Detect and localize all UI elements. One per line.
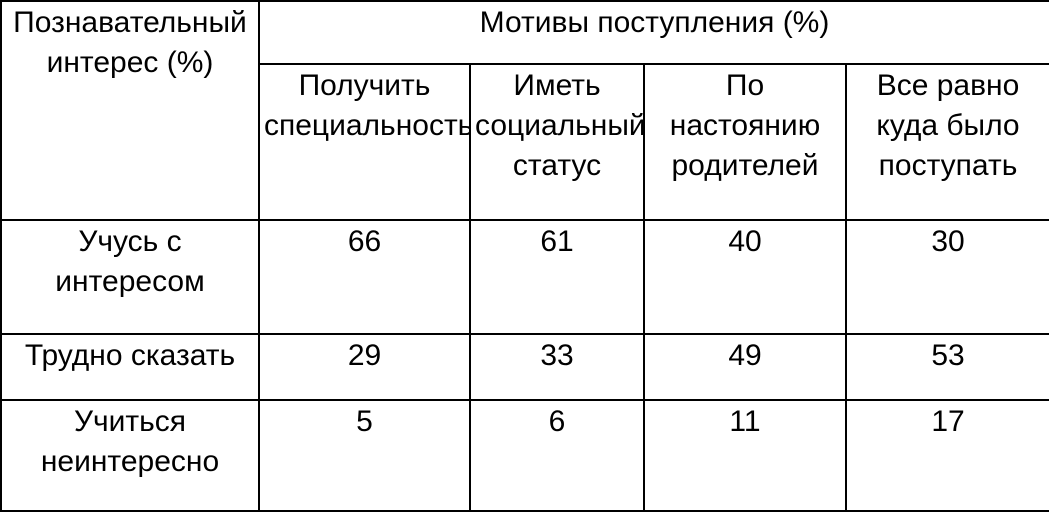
value: 5	[356, 405, 373, 439]
value: 11	[729, 405, 761, 439]
column-header-cell: Иметь социальный статус	[469, 63, 645, 222]
value-cell: 66	[258, 219, 471, 335]
value: 61	[540, 225, 574, 259]
row-label-cell: Учусь с интересом	[0, 219, 260, 335]
value-cell: 5	[258, 399, 471, 512]
value-cell: 49	[643, 332, 847, 402]
corner-header-cell: Познавательный интерес (%)	[0, 0, 260, 222]
table-row-group-header: Познавательный интерес (%) Мотивы поступ…	[0, 0, 1049, 222]
table-row: Учиться неинтересно 5 6 11 17	[0, 399, 1049, 512]
value: 33	[540, 338, 574, 372]
row-label: Учиться неинтересно	[40, 405, 220, 479]
column-header-label: Все равно куда было поступать	[876, 69, 1020, 183]
value-cell: 17	[845, 399, 1049, 512]
row-label: Трудно сказать	[24, 338, 236, 372]
value-cell: 30	[845, 219, 1049, 335]
row-label-cell: Трудно сказать	[0, 332, 260, 402]
value: 29	[347, 338, 382, 372]
column-header-label: Иметь социальный статус	[475, 69, 644, 183]
value: 66	[347, 225, 382, 259]
value-cell: 11	[643, 399, 847, 512]
table-row: Учусь с интересом 66 61 40 30	[0, 219, 1049, 335]
group-header-label: Мотивы поступления (%)	[479, 6, 830, 39]
column-header-label: По настоянию родителей	[669, 69, 821, 183]
column-header-label: Получить специальность	[264, 69, 470, 143]
value: 40	[728, 225, 762, 259]
value-cell: 6	[469, 399, 645, 512]
value-cell: 61	[469, 219, 645, 335]
table-row: Трудно сказать 29 33 49 53	[0, 332, 1049, 402]
corner-header-label: Познавательный интерес (%)	[13, 6, 247, 79]
value: 6	[548, 405, 566, 439]
value-cell: 33	[469, 332, 645, 402]
value-cell: 40	[643, 219, 847, 335]
value: 30	[931, 225, 965, 259]
column-header-cell: Все равно куда было поступать	[845, 63, 1049, 222]
value: 17	[931, 405, 965, 439]
value: 49	[728, 338, 762, 372]
value-cell: 29	[258, 332, 471, 402]
row-label-cell: Учиться неинтересно	[0, 399, 260, 512]
row-label: Учусь с интересом	[55, 225, 205, 299]
column-header-cell: Получить специальность	[258, 63, 471, 222]
table-row-column-headers: Получить специальность Иметь социальный …	[1, 63, 1049, 222]
value: 53	[931, 338, 965, 372]
group-header-cell: Мотивы поступления (%)	[258, 0, 1049, 66]
value-cell: 53	[845, 332, 1049, 402]
column-header-cell: По настоянию родителей	[643, 63, 847, 222]
